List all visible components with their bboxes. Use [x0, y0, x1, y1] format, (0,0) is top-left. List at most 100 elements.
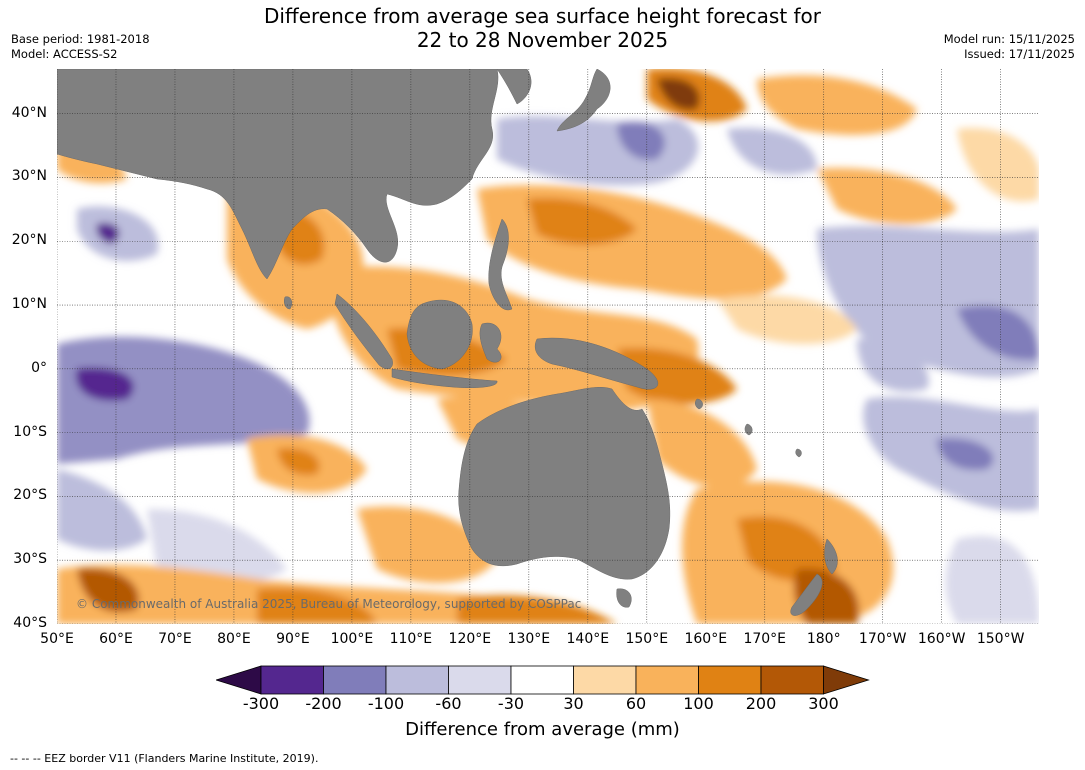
land-japan: [556, 69, 611, 132]
land-pacific-islands: [695, 398, 703, 410]
graticule: [57, 69, 1039, 624]
land-asia: [57, 69, 499, 280]
land-pacific-islands: [744, 423, 753, 436]
colorbar-bin: [448, 665, 512, 695]
colorbar-bin: [260, 665, 324, 695]
colorbar-bin: [323, 665, 387, 695]
anomaly-negative-region: [957, 305, 1039, 360]
anomaly-positive-region: [457, 595, 617, 624]
colorbar-label: Difference from average (mm): [405, 719, 680, 740]
colorbar-tick-label: -200: [305, 694, 342, 713]
colorbar-bin: [698, 665, 762, 695]
anomaly-negative-region: [497, 116, 699, 186]
longitude-label: 170°E: [743, 631, 787, 647]
longitude-label: 80°E: [217, 631, 251, 647]
latitude-label: 30°N: [11, 168, 47, 185]
sea-level-anomaly-field: [57, 69, 1039, 624]
copyright-notice: © Commonwealth of Australia 2025, Bureau…: [76, 597, 582, 611]
longitude-label: 100°E: [330, 631, 374, 647]
longitude-label: 110°E: [389, 631, 433, 647]
anomaly-positive-region: [357, 506, 497, 583]
latitude-label: 0°: [31, 359, 47, 376]
anomaly-negative-region: [617, 121, 665, 160]
land-sulawesi: [479, 322, 502, 363]
land-new-guinea: [534, 337, 659, 390]
anomaly-negative-region: [96, 223, 120, 244]
longitude-label: 50°E: [40, 631, 74, 647]
land-sri-lanka: [283, 296, 293, 310]
colorbar-extend-high: [823, 665, 870, 695]
land-masses: [57, 69, 838, 616]
anomaly-positive-region: [477, 185, 787, 299]
latitude-label: 40°S: [13, 615, 47, 631]
title-line-1: Difference from average sea surface heig…: [263, 4, 822, 28]
land-sumatra: [334, 293, 393, 370]
anomaly-positive-region: [737, 516, 837, 582]
colorbar-bin: [385, 665, 449, 695]
anomaly-negative-region: [857, 339, 929, 392]
map-canvas: [57, 69, 1039, 624]
anomaly-positive-region: [257, 588, 377, 624]
colorbar: [216, 665, 870, 695]
latitude-label: 30°S: [13, 551, 47, 568]
land-pacific-islands: [795, 448, 802, 458]
land-australia: [458, 387, 671, 580]
anomaly-negative-region: [937, 438, 994, 470]
longitude-label: 150°W: [976, 631, 1025, 647]
latitude-label: 40°N: [11, 104, 47, 121]
anomaly-positive-region: [957, 128, 1039, 202]
anomaly-negative-region: [147, 509, 287, 584]
land-new-zealand-north: [824, 538, 838, 575]
anomaly-positive-region: [527, 198, 637, 245]
longitude-label: 60°E: [99, 631, 133, 647]
longitude-label: 70°E: [158, 631, 192, 647]
anomaly-positive-region: [647, 399, 757, 488]
colorbar-tick-label: 30: [563, 694, 584, 713]
anomaly-positive-region: [657, 78, 700, 110]
latitude-label: 10°N: [11, 296, 47, 313]
anomaly-positive-region: [817, 168, 957, 224]
longitude-label: 180°: [806, 631, 841, 647]
anomaly-negative-region: [76, 368, 134, 401]
land-philippines: [488, 218, 513, 311]
model-name: Model: ACCESS-S2: [11, 47, 118, 61]
anomaly-negative-region: [945, 535, 1039, 624]
colorbar-bin: [760, 665, 824, 695]
colorbar-tick-label: 100: [683, 694, 714, 713]
colorbar-tick-label: 60: [625, 694, 647, 713]
meta-left: Base period: 1981-2018 Model: ACCESS-S2: [11, 32, 150, 62]
chart-title: Difference from average sea surface heig…: [0, 4, 1085, 52]
colorbar-tick-label: -300: [242, 694, 280, 713]
colorbar-tick-label: -100: [367, 694, 405, 713]
land-asia-east: [496, 69, 532, 105]
anomaly-positive-region: [77, 568, 139, 613]
longitude-label: 120°E: [448, 631, 492, 647]
longitude-label: 90°E: [276, 631, 310, 647]
colorbar-bin: [510, 665, 574, 695]
colorbar-tick-label: 300: [808, 694, 839, 713]
longitude-label: 130°E: [507, 631, 551, 647]
base-period: Base period: 1981-2018: [11, 32, 150, 46]
latitude-label: 10°S: [13, 423, 47, 440]
land-new-zealand-south: [790, 573, 823, 616]
anomaly-positive-region: [794, 568, 859, 624]
colorbar-bin: [573, 665, 637, 695]
latitude-label: 20°N: [11, 232, 47, 249]
colorbar-tick-label: -30: [497, 694, 525, 713]
anomaly-positive-region: [757, 75, 917, 135]
land-java: [391, 368, 498, 388]
longitude-label: 140°E: [566, 631, 610, 647]
colorbar-extend-low: [216, 665, 262, 695]
longitude-label: 170°W: [858, 631, 907, 647]
latitude-label: 20°S: [13, 487, 47, 504]
anomaly-positive-region: [717, 295, 857, 344]
model-run: Model run: 15/11/2025: [943, 32, 1075, 46]
colorbar-tick-label: -60: [435, 694, 462, 713]
issued-date: Issued: 17/11/2025: [964, 47, 1075, 61]
colorbar-bin: [635, 665, 699, 695]
title-line-2: 22 to 28 November 2025: [416, 28, 669, 52]
longitude-label: 150°E: [625, 631, 669, 647]
anomaly-negative-region: [57, 469, 147, 551]
longitude-label: 160°W: [917, 631, 966, 647]
land-tasmania: [616, 588, 632, 608]
